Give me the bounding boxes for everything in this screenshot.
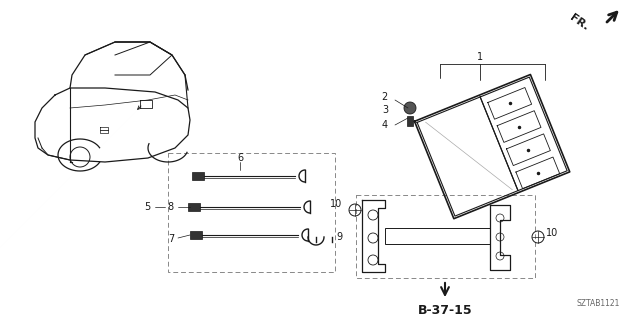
Text: 7: 7 [168,234,174,244]
Text: 1: 1 [477,52,483,62]
Text: 10: 10 [546,228,558,238]
Bar [190,231,202,239]
Text: SZTAB1121: SZTAB1121 [577,299,620,308]
Text: FR.: FR. [568,12,590,32]
Bar [356,195,535,278]
Text: 8: 8 [168,202,174,212]
Text: 6: 6 [237,153,243,163]
Text: B-37-15: B-37-15 [418,303,472,316]
Bar [192,172,204,180]
Circle shape [404,102,416,114]
Text: 9: 9 [336,232,342,242]
Bar [188,203,200,211]
Text: 10: 10 [330,199,342,209]
Text: 3: 3 [382,105,388,115]
Text: 5: 5 [144,202,150,212]
Bar [407,116,413,126]
Text: 2: 2 [381,92,388,102]
Bar [385,228,490,244]
Text: 4: 4 [382,120,388,130]
Bar [168,153,335,272]
